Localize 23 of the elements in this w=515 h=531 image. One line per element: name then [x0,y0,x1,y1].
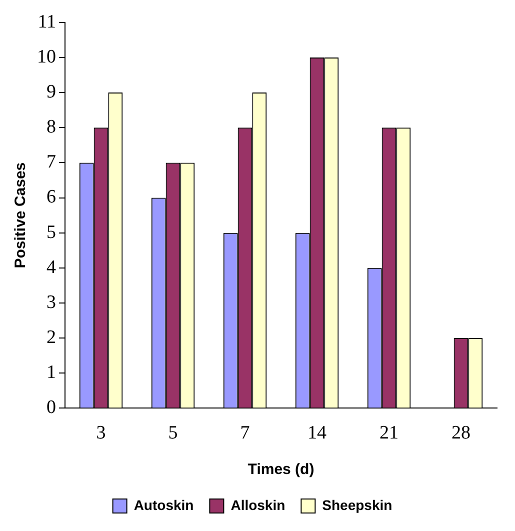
y-tick-label: 7 [46,152,56,173]
y-tick-label: 3 [46,292,56,313]
y-tick-label: 9 [46,82,56,103]
x-tick-label: 21 [380,422,398,444]
y-tick-label: 10 [37,46,56,68]
y-tick-label: 0 [46,397,56,418]
y-tick-label: 4 [46,256,56,278]
x-tick-label: 3 [96,422,106,444]
y-tick-label: 6 [46,186,56,208]
x-tick-label: 28 [452,422,470,444]
y-tick-label: 5 [46,222,56,243]
x-tick-label: 14 [308,422,327,444]
y-tick-label: 2 [46,327,56,348]
x-axis-title: Times (d) [248,461,314,478]
legend-label: Sheepskin [322,496,392,513]
legend-label: Autoskin [134,496,194,513]
x-tick-label: 7 [240,422,250,444]
y-axis-title: Positive Cases [12,162,30,268]
y-tick-label: 8 [46,116,56,138]
y-tick-label: 11 [38,11,56,32]
x-tick-label: 5 [168,422,178,444]
legend-label: Alloskin [230,496,286,513]
y-tick-label: 1 [46,362,56,384]
